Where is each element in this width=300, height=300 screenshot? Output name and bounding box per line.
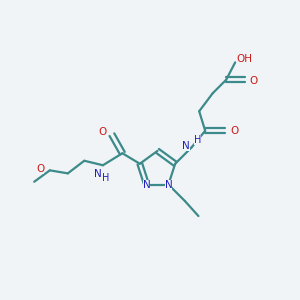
Text: N: N [182, 141, 190, 151]
Text: O: O [36, 164, 44, 174]
Text: H: H [194, 135, 201, 145]
Text: N: N [94, 169, 101, 179]
Text: OH: OH [237, 54, 253, 64]
Text: N: N [165, 179, 172, 190]
Text: O: O [230, 126, 238, 136]
Text: O: O [98, 127, 106, 137]
Text: N: N [143, 179, 150, 190]
Text: H: H [102, 173, 109, 183]
Text: O: O [249, 76, 257, 86]
